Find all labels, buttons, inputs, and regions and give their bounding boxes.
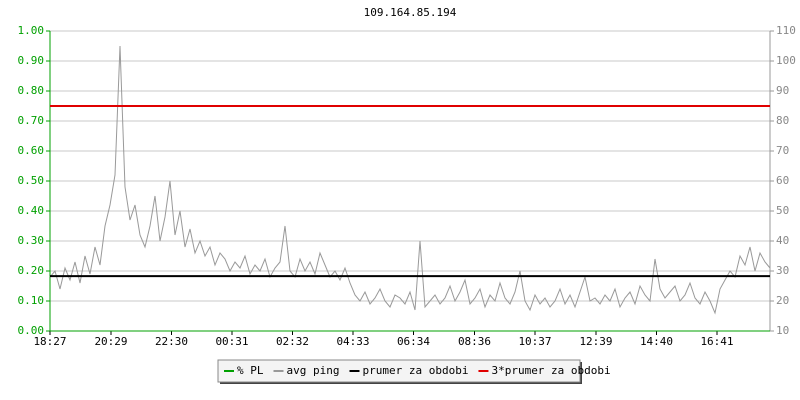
- y2-tick-label: 20: [776, 294, 789, 307]
- x-tick-label: 06:34: [397, 335, 430, 348]
- y-tick-label: 0.00: [18, 324, 45, 337]
- x-tick-label: 20:29: [94, 335, 127, 348]
- x-tick-label: 08:36: [458, 335, 491, 348]
- legend: % PL avg ping prumer za obdobi 3*prumer za …: [217, 359, 611, 384]
- y-tick-label: 0.60: [18, 144, 45, 157]
- y-tick-label: 0.10: [18, 294, 45, 307]
- x-tick-label: 10:37: [518, 335, 551, 348]
- y2-tick-label: 30: [776, 264, 789, 277]
- series-line: [49, 45, 771, 315]
- x-tick-label: 12:39: [579, 335, 612, 348]
- legend-label: prumer za obdobi: [362, 364, 468, 377]
- y-tick-label: 0.40: [18, 204, 45, 217]
- y2-tick-label: 60: [776, 174, 789, 187]
- legend-box: [217, 359, 581, 383]
- y2-tick-label: 70: [776, 144, 789, 157]
- y-tick-label: 0.90: [18, 54, 45, 67]
- y-tick-label: 0.80: [18, 84, 45, 97]
- x-tick-label: 18:27: [33, 335, 66, 348]
- x-tick-label: 22:30: [155, 335, 188, 348]
- y-tick-label: 0.30: [18, 234, 45, 247]
- y2-tick-label: 110: [776, 24, 796, 37]
- x-tick-label: 16:41: [700, 335, 733, 348]
- legend-label: 3*prumer za obdobi: [491, 364, 610, 377]
- y-tick-label: 1.00: [18, 24, 45, 37]
- y2-tick-label: 50: [776, 204, 789, 217]
- chart-title: 109.164.85.194: [364, 6, 457, 19]
- y2-tick-label: 10: [776, 324, 789, 337]
- legend-label: avg ping: [287, 364, 340, 377]
- legend-label: % PL: [237, 364, 264, 377]
- y2-tick-label: 100: [776, 54, 796, 67]
- x-tick-label: 04:33: [336, 335, 369, 348]
- y2-tick-label: 80: [776, 114, 789, 127]
- y-tick-label: 0.20: [18, 264, 45, 277]
- y2-tick-label: 40: [776, 234, 789, 247]
- y2-tick-label: 90: [776, 84, 789, 97]
- x-tick-label: 14:40: [640, 335, 673, 348]
- x-tick-label: 00:31: [215, 335, 248, 348]
- x-tick-label: 02:32: [276, 335, 309, 348]
- y-tick-label: 0.50: [18, 174, 45, 187]
- y-tick-label: 0.70: [18, 114, 45, 127]
